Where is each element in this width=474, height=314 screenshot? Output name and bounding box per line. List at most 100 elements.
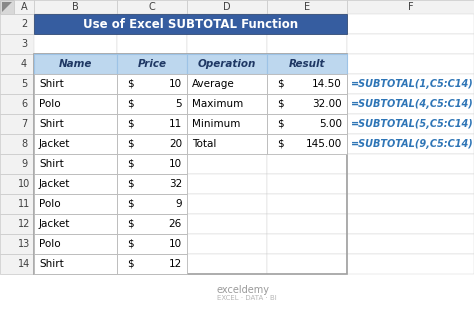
Bar bbox=[34, 134, 117, 154]
Text: $: $ bbox=[127, 119, 134, 129]
Bar bbox=[267, 14, 347, 34]
Text: 32: 32 bbox=[169, 179, 182, 189]
Bar bbox=[187, 94, 267, 114]
Text: $: $ bbox=[277, 99, 283, 109]
Bar bbox=[0, 34, 34, 54]
Text: 8: 8 bbox=[21, 139, 27, 149]
Bar bbox=[187, 0, 267, 14]
Text: $: $ bbox=[127, 239, 134, 249]
Text: 5: 5 bbox=[175, 99, 182, 109]
Text: =SUBTOTAL(5,C5:C14): =SUBTOTAL(5,C5:C14) bbox=[351, 119, 474, 129]
Text: 6: 6 bbox=[21, 99, 27, 109]
Bar bbox=[34, 74, 117, 94]
Bar bbox=[187, 114, 267, 134]
Bar bbox=[0, 214, 34, 234]
Bar bbox=[187, 174, 267, 194]
Bar bbox=[34, 114, 117, 134]
Text: 14: 14 bbox=[18, 259, 30, 269]
Bar bbox=[187, 74, 267, 94]
Text: 3: 3 bbox=[21, 39, 27, 49]
Bar bbox=[347, 254, 474, 274]
Bar bbox=[0, 114, 34, 134]
Bar bbox=[267, 254, 347, 274]
Bar bbox=[34, 234, 117, 254]
Text: Polo: Polo bbox=[39, 99, 61, 109]
Text: $: $ bbox=[277, 119, 283, 129]
Bar bbox=[187, 134, 267, 154]
Bar bbox=[187, 34, 267, 54]
Text: 145.00: 145.00 bbox=[306, 139, 342, 149]
Bar bbox=[347, 34, 474, 54]
Text: Maximum: Maximum bbox=[192, 99, 243, 109]
Bar bbox=[34, 194, 117, 214]
Bar bbox=[347, 234, 474, 254]
Bar bbox=[117, 34, 187, 54]
Text: C: C bbox=[149, 2, 155, 12]
Bar bbox=[0, 194, 34, 214]
Bar bbox=[0, 134, 34, 154]
Bar bbox=[347, 134, 474, 154]
Bar bbox=[0, 94, 34, 114]
Bar bbox=[187, 194, 267, 214]
Bar bbox=[267, 34, 347, 54]
Bar bbox=[0, 0, 474, 14]
Bar bbox=[267, 54, 347, 74]
Polygon shape bbox=[2, 2, 12, 12]
Bar bbox=[34, 154, 117, 174]
Text: Shirt: Shirt bbox=[39, 79, 64, 89]
Bar bbox=[117, 0, 187, 14]
Text: 11: 11 bbox=[18, 199, 30, 209]
Text: 32.00: 32.00 bbox=[312, 99, 342, 109]
Bar bbox=[34, 234, 117, 254]
Text: D: D bbox=[223, 2, 231, 12]
Bar bbox=[347, 174, 474, 194]
Text: F: F bbox=[408, 2, 413, 12]
Bar bbox=[34, 254, 117, 274]
Text: $: $ bbox=[277, 79, 283, 89]
Bar bbox=[0, 74, 34, 94]
Text: B: B bbox=[72, 2, 79, 12]
Bar bbox=[117, 114, 187, 134]
Bar bbox=[267, 114, 347, 134]
Text: 5: 5 bbox=[21, 79, 27, 89]
Bar bbox=[34, 54, 347, 274]
Bar bbox=[187, 14, 267, 34]
Text: Polo: Polo bbox=[39, 199, 61, 209]
Bar bbox=[117, 94, 187, 114]
Bar bbox=[117, 54, 187, 74]
Bar bbox=[187, 214, 267, 234]
Bar bbox=[117, 254, 187, 274]
Bar bbox=[347, 214, 474, 234]
Text: 9: 9 bbox=[21, 159, 27, 169]
Bar bbox=[267, 194, 347, 214]
Bar bbox=[34, 214, 117, 234]
Bar bbox=[117, 234, 187, 254]
Bar bbox=[34, 134, 117, 154]
Bar bbox=[0, 234, 34, 254]
Text: $: $ bbox=[127, 199, 134, 209]
Bar bbox=[187, 234, 267, 254]
Bar bbox=[34, 214, 117, 234]
Text: 4: 4 bbox=[21, 59, 27, 69]
Bar bbox=[187, 254, 267, 274]
Bar bbox=[267, 74, 347, 94]
Text: 10: 10 bbox=[169, 79, 182, 89]
Bar bbox=[347, 54, 474, 74]
Text: Jacket: Jacket bbox=[39, 219, 70, 229]
Text: $: $ bbox=[127, 159, 134, 169]
Text: Price: Price bbox=[137, 59, 166, 69]
Text: Polo: Polo bbox=[39, 239, 61, 249]
Bar bbox=[117, 74, 187, 94]
Text: Minimum: Minimum bbox=[192, 119, 240, 129]
Bar bbox=[0, 174, 34, 194]
Text: $: $ bbox=[127, 219, 134, 229]
Text: =SUBTOTAL(9,C5:C14): =SUBTOTAL(9,C5:C14) bbox=[351, 139, 474, 149]
Text: =SUBTOTAL(1,C5:C14): =SUBTOTAL(1,C5:C14) bbox=[351, 79, 474, 89]
Bar bbox=[0, 154, 34, 174]
Text: 10: 10 bbox=[18, 179, 30, 189]
Bar bbox=[117, 174, 187, 194]
Text: $: $ bbox=[127, 139, 134, 149]
Text: $: $ bbox=[127, 179, 134, 189]
Text: 7: 7 bbox=[21, 119, 27, 129]
Text: Total: Total bbox=[192, 139, 216, 149]
